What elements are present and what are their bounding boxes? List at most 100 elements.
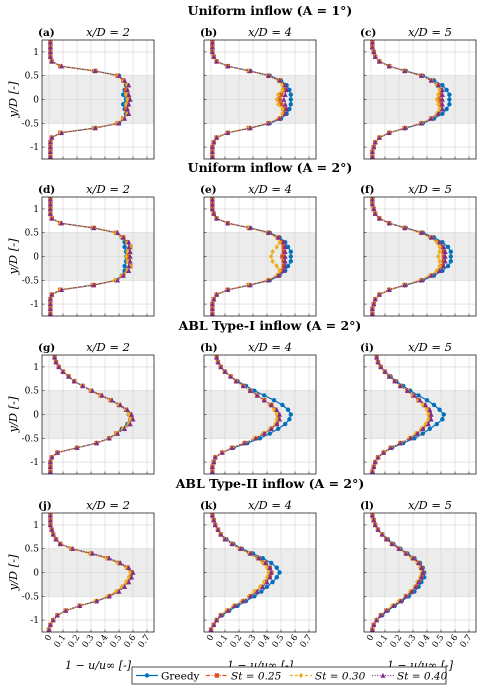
y-tick-label: 0	[33, 569, 39, 579]
data-point	[288, 259, 293, 264]
data-point	[418, 120, 424, 126]
data-point	[247, 388, 253, 393]
data-point	[225, 130, 231, 136]
data-point	[409, 588, 415, 594]
data-point	[47, 311, 53, 316]
data-point	[209, 196, 215, 202]
data-point	[253, 435, 259, 441]
data-point	[285, 407, 291, 412]
panel-title: x/D = 4	[248, 498, 292, 512]
panel: (i) x/D = 5	[360, 340, 477, 475]
data-point	[386, 287, 392, 293]
data-point	[376, 134, 382, 140]
data-point	[218, 364, 224, 370]
data-point	[225, 287, 231, 293]
data-point	[115, 230, 121, 235]
data-point	[437, 244, 442, 250]
data-point	[424, 398, 430, 403]
panel: (g) x/D = 2 -1 -0.5 0 0.5 1 y/D [-]	[6, 340, 155, 475]
data-point	[441, 254, 446, 259]
data-point	[106, 593, 112, 599]
data-point	[271, 398, 277, 403]
data-point	[270, 579, 275, 585]
data-point	[437, 263, 442, 269]
data-point	[269, 253, 274, 260]
data-point	[281, 249, 286, 254]
data-point	[288, 249, 293, 254]
data-point	[94, 598, 100, 604]
data-point	[281, 244, 286, 250]
x-tick-label: 0.1	[53, 633, 69, 650]
data-point	[114, 430, 119, 437]
x-tick-label: 0.2	[389, 633, 405, 650]
panel-label: (d)	[38, 184, 55, 196]
data-point	[371, 206, 377, 212]
data-point	[247, 282, 253, 288]
data-point	[209, 49, 215, 55]
panel-label: (g)	[38, 342, 55, 354]
data-point	[402, 68, 408, 74]
data-point	[123, 564, 129, 571]
data-point	[47, 54, 53, 59]
row-title: ABL Type-II inflow (A = 2°)	[175, 476, 365, 491]
data-point	[288, 412, 293, 417]
data-point	[403, 550, 409, 556]
data-point	[282, 111, 288, 116]
data-point	[280, 240, 285, 245]
data-point	[92, 68, 98, 74]
data-point	[261, 430, 267, 436]
data-point	[211, 139, 217, 145]
x-tick-label: 0.2	[229, 633, 245, 650]
data-point	[397, 440, 403, 446]
data-point	[418, 73, 424, 78]
data-point	[438, 102, 444, 107]
data-point	[427, 426, 432, 431]
axes-frame	[41, 39, 155, 160]
x-tick-label: 0.2	[67, 633, 83, 650]
axes-frame	[203, 39, 317, 160]
x-tick-label: 0	[365, 633, 376, 643]
data-point	[53, 536, 59, 542]
data-point	[439, 87, 445, 93]
data-point	[287, 417, 292, 422]
data-point	[278, 92, 284, 97]
data-point	[369, 154, 375, 159]
data-point	[122, 263, 127, 269]
data-point	[247, 225, 253, 231]
data-point	[439, 106, 445, 112]
x-tick-label: 0.1	[375, 633, 391, 650]
row-title: Uniform inflow (A = 2°)	[188, 160, 353, 175]
data-point	[369, 306, 375, 312]
data-point	[214, 291, 220, 297]
data-point	[441, 259, 446, 264]
data-point	[448, 259, 453, 264]
data-point	[266, 569, 271, 576]
data-point	[371, 517, 377, 523]
data-point	[47, 49, 53, 55]
data-point	[49, 527, 55, 532]
data-point	[99, 392, 105, 398]
data-point	[106, 555, 112, 561]
data-point	[94, 440, 100, 446]
data-point	[436, 91, 441, 98]
data-point	[127, 258, 133, 264]
data-point	[397, 383, 403, 389]
data-point	[282, 258, 288, 264]
data-point	[47, 149, 53, 155]
data-point	[50, 617, 56, 623]
data-point	[267, 431, 272, 436]
data-point	[434, 421, 439, 427]
data-point	[209, 311, 215, 316]
data-point	[428, 272, 434, 278]
data-point	[369, 469, 375, 474]
data-point	[276, 101, 281, 108]
y-tick-label: -0.5	[22, 434, 40, 444]
panel-title: x/D = 5	[408, 498, 452, 512]
data-point	[267, 565, 273, 570]
data-point	[122, 426, 128, 431]
data-point	[219, 449, 225, 455]
data-point	[372, 459, 378, 465]
data-point	[434, 96, 439, 103]
data-point	[247, 550, 253, 556]
data-point	[390, 603, 396, 609]
